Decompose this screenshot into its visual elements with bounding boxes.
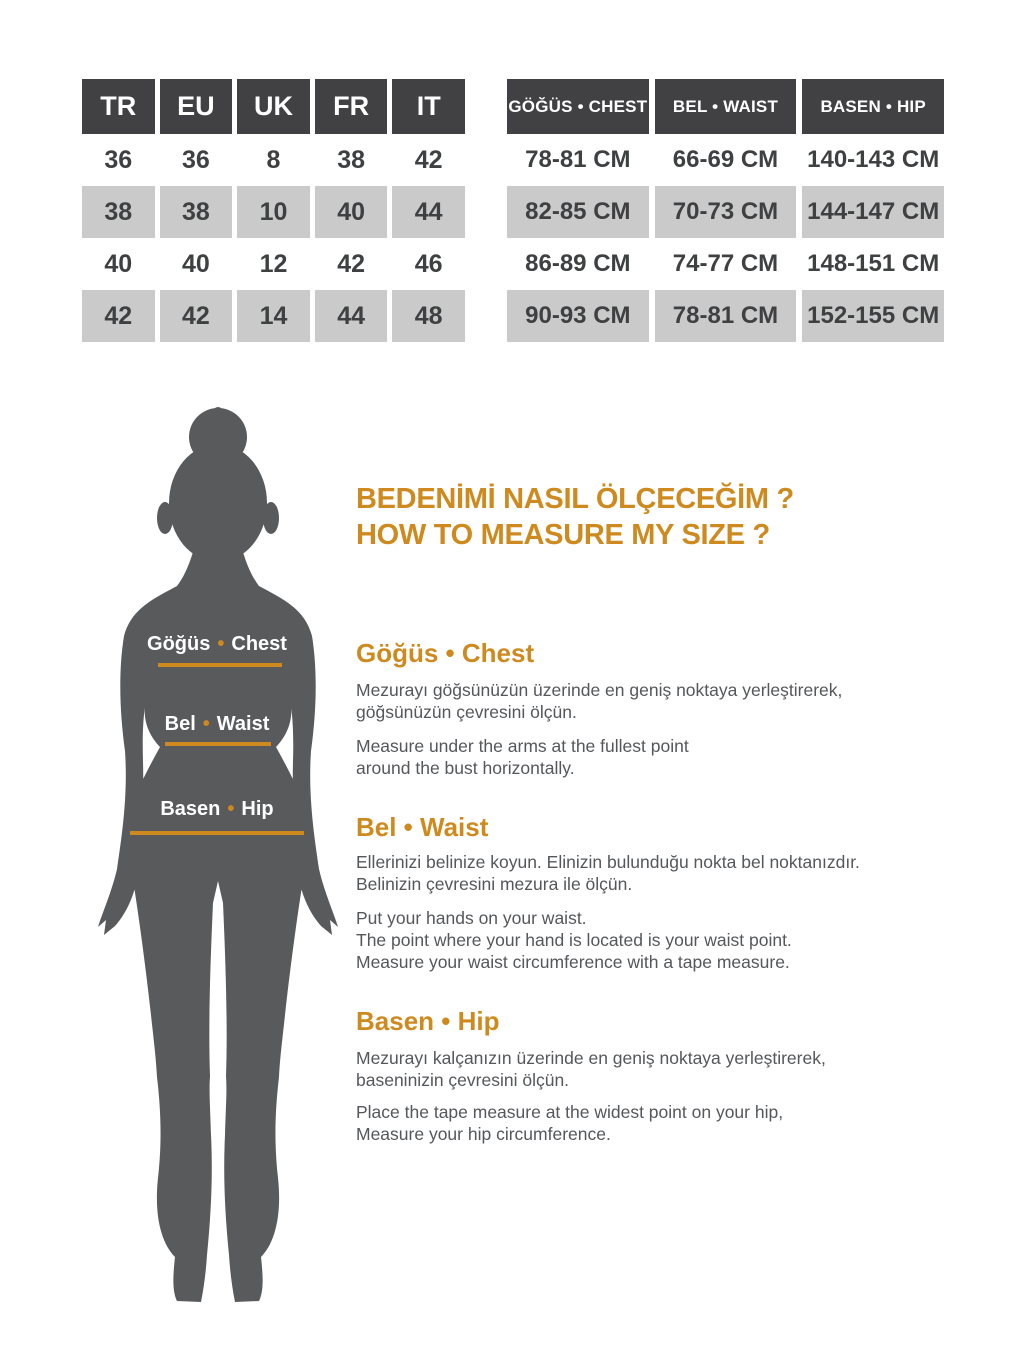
size-cell: 42 [159,290,233,342]
waist-instructions-turkish: Ellerinizi belinize koyun. Elinizin bulu… [356,852,860,894]
size-table-header-eu: EU [159,79,233,134]
size-cell: 40 [181,249,210,278]
size-cell: 40 [104,249,133,278]
measurement-cell: 66-69 CM [672,146,779,173]
figure-chest-label: Göğüs • Chest [117,633,317,656]
size-cell: 42 [82,290,155,342]
measurement-cell: 82-85 CM [507,186,649,238]
measurement-header-hip: BASEN • HIP [802,79,944,134]
measurement-cell: 152-155 CM [802,290,944,342]
size-cell: 12 [259,249,288,278]
hip-instructions-turkish: Mezurayı kalçanızın üzerinde en geniş no… [356,1048,826,1090]
size-cell: 8 [266,145,281,174]
measurement-cell: 70-73 CM [654,186,797,238]
measurement-cell: 86-89 CM [525,250,631,277]
waist-section-heading: Bel • Waist [356,812,489,842]
figure-waist-label-tr: Bel [164,713,196,735]
chest-instructions-turkish: Mezurayı göğsünüzün üzerinde en geniş no… [356,680,843,722]
figure-chest-label-en: Chest [231,633,287,655]
size-cell: 10 [237,186,310,238]
measurement-header-waist: BEL • WAIST [654,79,797,134]
size-cell: 40 [314,186,388,238]
size-cell: 36 [181,145,210,174]
figure-waist-label: Bel • Waist [117,713,317,736]
size-cell: 38 [337,145,365,174]
waist-measure-line [165,742,271,746]
size-table-header-uk: UK [237,79,310,134]
measurement-header-chest: GÖĞÜS • CHEST [507,79,649,134]
size-cell: 46 [414,249,443,278]
size-cell: 42 [337,249,365,278]
measurement-cell: 144-147 CM [802,186,944,238]
size-conversion-table: TR EU UK FR IT 36 36 8 38 42 38 38 10 40… [82,79,465,342]
size-cell: 48 [392,290,465,342]
size-table-header-tr: TR [82,79,155,134]
hip-section-heading: Basen • Hip [356,1006,500,1036]
figure-waist-label-en: Waist [216,713,270,735]
measurement-cell: 148-151 CM [807,250,940,277]
female-body-silhouette [98,407,338,1302]
size-cell: 44 [392,186,465,238]
figure-chest-label-tr: Göğüs [147,633,211,655]
hip-measure-line [130,831,304,835]
chest-measure-line [158,663,282,667]
figure-hip-label-en: Hip [241,798,274,820]
measurement-cell: 78-81 CM [525,146,631,173]
figure-hip-label: Basen • Hip [117,798,317,821]
guide-title-turkish: BEDENİMİ NASIL ÖLÇECEĞİM ? [356,483,794,515]
guide-title-english: HOW TO MEASURE MY SIZE ? [356,519,770,551]
measurement-cell: 74-77 CM [672,250,779,277]
body-measurement-table: GÖĞÜS • CHEST BEL • WAIST BASEN • HIP 78… [507,79,944,342]
size-cell: 42 [414,145,443,174]
bullet-separator: • [217,633,225,655]
hip-instructions-english: Place the tape measure at the widest poi… [356,1102,784,1144]
size-cell: 36 [104,145,133,174]
size-cell: 38 [82,186,155,238]
bullet-separator: • [202,713,210,735]
chest-section-heading: Göğüs • Chest [356,638,535,668]
measurement-cell: 78-81 CM [654,290,797,342]
measurement-cell: 90-93 CM [507,290,649,342]
waist-instructions-english: Put your hands on your waist. The point … [356,908,792,972]
size-table-header-fr: FR [314,79,388,134]
chest-instructions-english: Measure under the arms at the fullest po… [356,736,689,778]
size-table-header-it: IT [392,79,465,134]
size-cell: 38 [159,186,233,238]
measurement-cell: 140-143 CM [807,146,940,173]
bullet-separator: • [227,798,235,820]
size-cell: 14 [237,290,310,342]
size-cell: 44 [314,290,388,342]
figure-hip-label-tr: Basen [160,798,221,820]
